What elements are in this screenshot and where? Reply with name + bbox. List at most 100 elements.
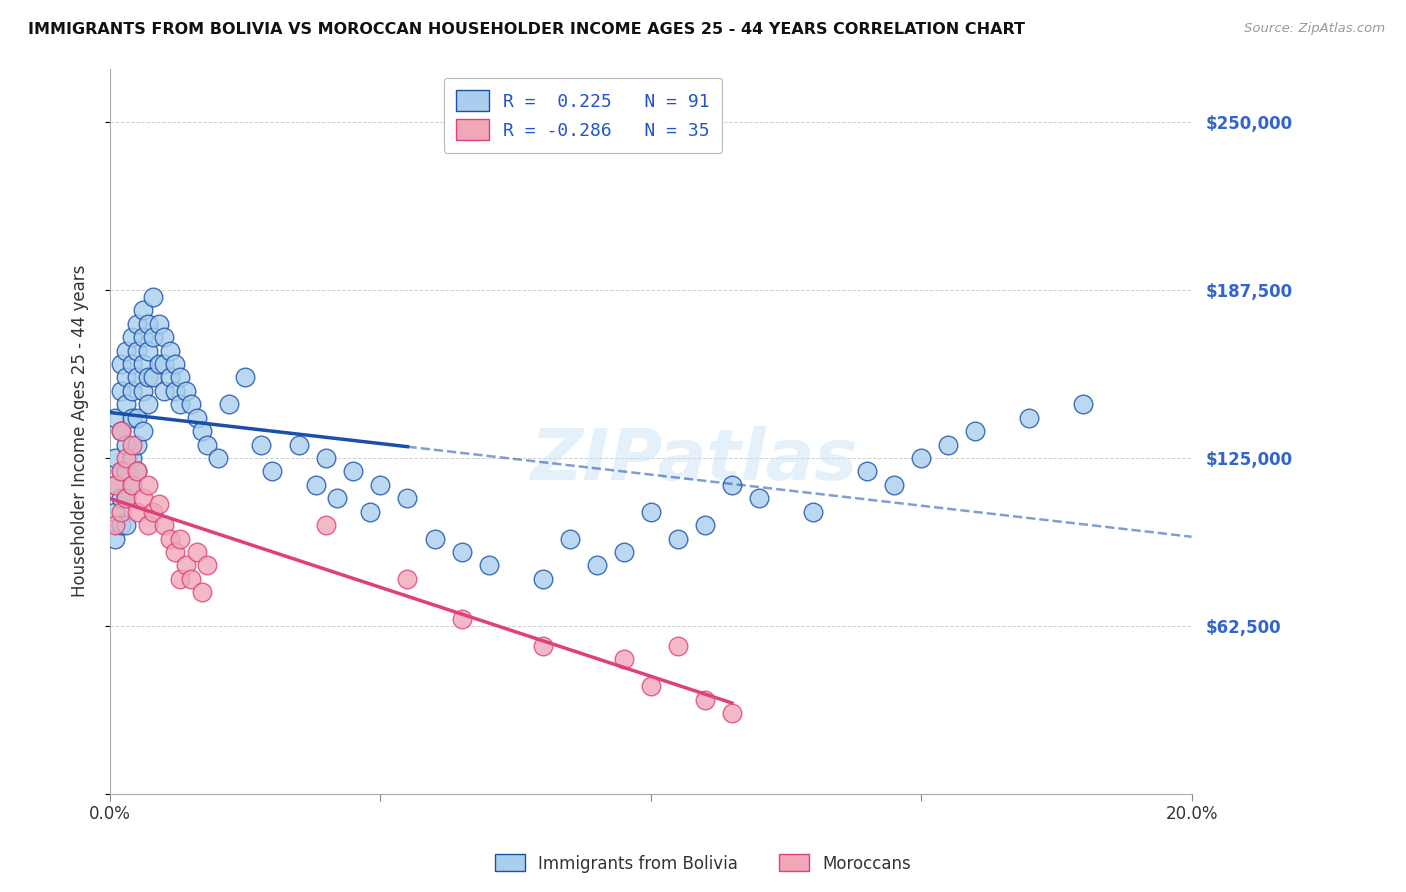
Point bbox=[121, 437, 143, 451]
Point bbox=[127, 464, 149, 478]
Point bbox=[531, 639, 554, 653]
Point bbox=[104, 505, 127, 519]
Point bbox=[748, 491, 770, 506]
Point bbox=[136, 397, 159, 411]
Point bbox=[121, 478, 143, 492]
Point bbox=[115, 491, 138, 506]
Point bbox=[965, 424, 987, 438]
Point bbox=[169, 572, 191, 586]
Point bbox=[110, 384, 132, 398]
Point bbox=[127, 410, 149, 425]
Point bbox=[159, 532, 181, 546]
Point bbox=[142, 370, 165, 384]
Point bbox=[163, 545, 186, 559]
Point bbox=[801, 505, 824, 519]
Point bbox=[233, 370, 256, 384]
Point bbox=[478, 558, 501, 573]
Point bbox=[127, 464, 149, 478]
Point bbox=[936, 437, 959, 451]
Point bbox=[613, 545, 636, 559]
Point bbox=[450, 545, 472, 559]
Point bbox=[153, 330, 176, 344]
Point bbox=[315, 518, 337, 533]
Point bbox=[142, 330, 165, 344]
Point bbox=[423, 532, 446, 546]
Point bbox=[640, 505, 662, 519]
Point bbox=[110, 424, 132, 438]
Point bbox=[131, 491, 153, 506]
Point bbox=[153, 518, 176, 533]
Point bbox=[104, 478, 127, 492]
Point bbox=[127, 370, 149, 384]
Point bbox=[159, 343, 181, 358]
Point bbox=[131, 303, 153, 318]
Point bbox=[910, 450, 932, 465]
Point bbox=[110, 424, 132, 438]
Point bbox=[115, 397, 138, 411]
Point bbox=[218, 397, 240, 411]
Point bbox=[110, 357, 132, 371]
Point bbox=[142, 290, 165, 304]
Point bbox=[115, 464, 138, 478]
Point bbox=[127, 343, 149, 358]
Point bbox=[142, 505, 165, 519]
Point bbox=[121, 330, 143, 344]
Point bbox=[121, 410, 143, 425]
Text: ZIPatlas: ZIPatlas bbox=[530, 425, 858, 494]
Point bbox=[250, 437, 273, 451]
Point bbox=[115, 343, 138, 358]
Point bbox=[721, 706, 744, 720]
Point bbox=[288, 437, 311, 451]
Point bbox=[1018, 410, 1040, 425]
Point bbox=[613, 652, 636, 666]
Point bbox=[359, 505, 381, 519]
Text: Source: ZipAtlas.com: Source: ZipAtlas.com bbox=[1244, 22, 1385, 36]
Point bbox=[262, 464, 284, 478]
Point bbox=[666, 639, 689, 653]
Point bbox=[169, 397, 191, 411]
Point bbox=[856, 464, 879, 478]
Point bbox=[883, 478, 905, 492]
Point bbox=[136, 478, 159, 492]
Point bbox=[115, 437, 138, 451]
Point bbox=[326, 491, 349, 506]
Point bbox=[163, 384, 186, 398]
Point bbox=[153, 384, 176, 398]
Point bbox=[396, 491, 419, 506]
Point bbox=[104, 532, 127, 546]
Point bbox=[104, 450, 127, 465]
Point bbox=[121, 357, 143, 371]
Point bbox=[115, 370, 138, 384]
Point bbox=[127, 317, 149, 331]
Point bbox=[131, 357, 153, 371]
Point bbox=[169, 370, 191, 384]
Point bbox=[131, 424, 153, 438]
Point bbox=[131, 384, 153, 398]
Point bbox=[693, 518, 716, 533]
Point bbox=[585, 558, 607, 573]
Point bbox=[115, 450, 138, 465]
Point bbox=[163, 357, 186, 371]
Point bbox=[191, 585, 214, 599]
Point bbox=[148, 317, 170, 331]
Point bbox=[131, 330, 153, 344]
Point bbox=[136, 343, 159, 358]
Point bbox=[558, 532, 581, 546]
Point bbox=[127, 437, 149, 451]
Point bbox=[186, 410, 208, 425]
Point bbox=[180, 397, 202, 411]
Point bbox=[115, 518, 138, 533]
Point bbox=[666, 532, 689, 546]
Point bbox=[1073, 397, 1095, 411]
Point bbox=[180, 572, 202, 586]
Point bbox=[110, 491, 132, 506]
Point bbox=[197, 558, 219, 573]
Point bbox=[197, 437, 219, 451]
Point bbox=[148, 357, 170, 371]
Point bbox=[121, 384, 143, 398]
Point bbox=[531, 572, 554, 586]
Point bbox=[115, 491, 138, 506]
Point bbox=[110, 464, 132, 478]
Point bbox=[136, 317, 159, 331]
Point bbox=[191, 424, 214, 438]
